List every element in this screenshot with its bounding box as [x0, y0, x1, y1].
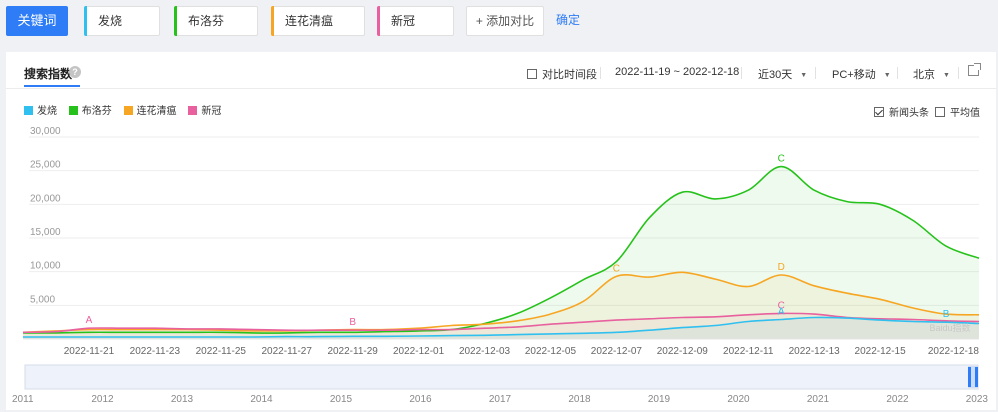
date-range-picker[interactable]: 2022-11-19 ~ 2022-12-18 [615, 66, 740, 78]
region-select-value: 北京 [913, 69, 935, 81]
checkbox-checked-icon[interactable] [874, 107, 884, 117]
average-label: 平均值 [950, 108, 980, 119]
legend-swatch [68, 106, 78, 115]
legend-label: 发烧 [37, 106, 57, 117]
compare-period-label: 对比时间段 [542, 69, 597, 81]
keyword-color-bar [377, 6, 380, 36]
divider [6, 88, 996, 89]
legend-item-covid[interactable]: 新冠 [188, 102, 221, 117]
divider [741, 67, 742, 79]
period-select-value: 近30天 [758, 69, 793, 81]
chevron-down-icon: ▼ [883, 72, 891, 79]
news-headline-label: 新闻头条 [889, 108, 929, 119]
keyword-tag-label: 布洛芬 [188, 14, 225, 28]
keyword-color-bar [84, 6, 87, 36]
checkbox-icon[interactable] [527, 69, 537, 79]
keyword-tag-lianhua[interactable]: 连花清瘟 [271, 6, 365, 36]
news-headline-toggle[interactable]: 新闻头条 [874, 104, 929, 119]
divider [815, 67, 816, 79]
legend-item-ibuprofen[interactable]: 布洛芬 [68, 102, 112, 117]
legend-swatch [188, 106, 198, 115]
confirm-button[interactable]: 确定 [556, 13, 581, 27]
keyword-tag-covid[interactable]: 新冠 [377, 6, 454, 36]
help-circle-icon[interactable]: ? [69, 66, 81, 78]
legend-item-fever[interactable]: 发烧 [24, 102, 57, 117]
legend-swatch [24, 106, 33, 115]
divider [958, 67, 959, 79]
legend-item-lianhua[interactable]: 连花清瘟 [123, 102, 177, 117]
keyword-bar: 关键词 发烧 布洛芬 连花清瘟 新冠 + 添加对比 确定 [0, 0, 998, 50]
region-select[interactable]: 北京 ▼ [913, 66, 950, 82]
keyword-color-bar [174, 6, 177, 36]
compare-period-toggle[interactable]: 对比时间段 [527, 66, 597, 82]
divider [897, 67, 898, 79]
legend-label: 布洛芬 [81, 106, 112, 117]
legend-label: 连花清瘟 [136, 106, 177, 117]
tab-underline [24, 85, 80, 87]
keyword-tag-label: 发烧 [98, 14, 123, 28]
chevron-down-icon: ▼ [800, 72, 808, 79]
external-link-icon[interactable] [968, 63, 981, 76]
legend-label: 新冠 [201, 106, 222, 117]
keyword-tag-ibuprofen[interactable]: 布洛芬 [174, 6, 258, 36]
keyword-color-bar [271, 6, 274, 36]
divider [600, 67, 601, 79]
period-select[interactable]: 近30天 ▼ [758, 66, 807, 82]
legend-swatch [123, 106, 133, 115]
checkbox-icon[interactable] [935, 107, 945, 117]
chart-legend: 发烧 布洛芬 连花清瘟 新冠 [24, 102, 230, 117]
add-compare-button[interactable]: + 添加对比 [466, 6, 544, 36]
average-toggle[interactable]: 平均值 [935, 104, 980, 119]
keyword-tag-fever[interactable]: 发烧 [84, 6, 160, 36]
keyword-tag-label: 连花清瘟 [285, 14, 334, 28]
search-index-panel: 搜索指数 ? 对比时间段 2022-11-19 ~ 2022-12-18 近30… [6, 52, 996, 410]
keyword-button[interactable]: 关键词 [6, 6, 68, 36]
device-select-value: PC+移动 [832, 69, 876, 81]
keyword-tag-label: 新冠 [391, 14, 416, 28]
chevron-down-icon: ▼ [943, 72, 950, 79]
tab-search-index[interactable]: 搜索指数 [24, 67, 73, 81]
device-select[interactable]: PC+移动 ▼ [832, 66, 891, 82]
